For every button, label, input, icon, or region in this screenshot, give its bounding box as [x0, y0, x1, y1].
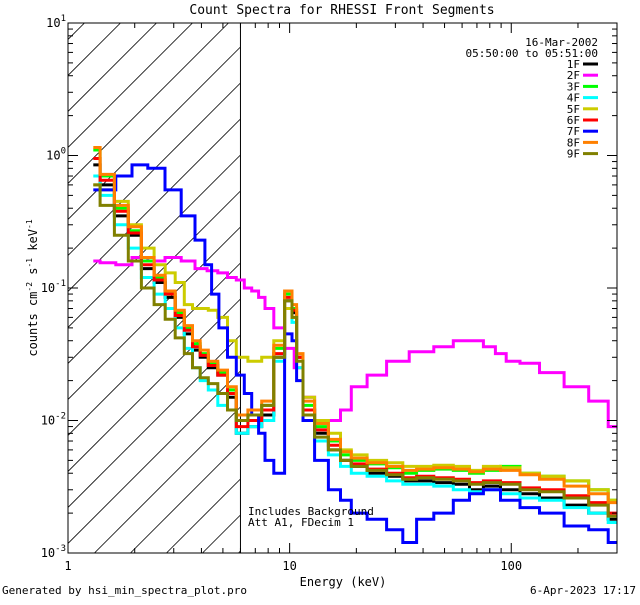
x-axis-label: Energy (keV) — [300, 575, 387, 589]
y-tick-labels: 10-3 10-2 10-1 100 101 — [41, 14, 66, 560]
plot-frame — [67, 22, 618, 554]
hatch-line — [67, 22, 85, 40]
hatch-line — [67, 298, 241, 472]
legend-label-3F: 3F — [567, 80, 580, 93]
y-tick-label: 101 — [46, 14, 66, 30]
y-tick-label: 10-1 — [41, 279, 66, 295]
hatch-line — [67, 22, 193, 148]
legend-label-6F: 6F — [567, 114, 580, 127]
hatch-line — [67, 22, 121, 76]
annotation-attenuator: Att A1, FDecim 1 — [248, 516, 354, 529]
hatch-line — [202, 514, 241, 554]
legend-label-5F: 5F — [567, 103, 580, 116]
hatch-line — [130, 442, 241, 554]
legend-label-8F: 8F — [567, 136, 580, 149]
legend-label-2F: 2F — [567, 69, 580, 82]
footer-generated-by: Generated by hsi_min_spectra_plot.pro — [2, 584, 247, 597]
series-layer — [93, 146, 617, 544]
hatch-line — [166, 478, 241, 554]
hatch-line — [67, 154, 241, 328]
chart-title: Count Spectra for RHESSI Front Segments — [189, 3, 494, 18]
y-axis-label: counts cm-2 s-1 keV-1 — [25, 219, 40, 356]
hatch-line — [67, 226, 241, 400]
legend-label-1F: 1F — [567, 58, 580, 71]
y-tick-label: 100 — [46, 147, 66, 163]
legend-label-9F: 9F — [567, 148, 580, 161]
hatch-line — [67, 22, 229, 184]
hatch-line — [67, 370, 241, 544]
annotation-background: Includes Background — [248, 505, 374, 518]
hatch-line — [94, 406, 241, 554]
footer-timestamp: 6-Apr-2023 17:17 — [530, 584, 636, 597]
hatch-line — [67, 118, 241, 292]
series-line-9F — [93, 183, 617, 518]
y-tick-label: 10-3 — [41, 544, 66, 560]
hatch-line — [67, 22, 157, 112]
x-tick-label: 100 — [500, 559, 522, 573]
x-tick-label: 10 — [282, 559, 296, 573]
legend-label-4F: 4F — [567, 92, 580, 105]
y-tick-label: 10-2 — [41, 412, 66, 428]
series-line-7F — [93, 163, 617, 544]
date-label: 16-Mar-2002 — [525, 36, 598, 49]
time-range-label: 05:50:00 to 05:51:00 — [466, 47, 598, 60]
x-tick-label: 1 — [64, 559, 71, 573]
legend-label-7F: 7F — [567, 125, 580, 138]
x-tick-labels: 1 10 100 — [64, 559, 522, 573]
